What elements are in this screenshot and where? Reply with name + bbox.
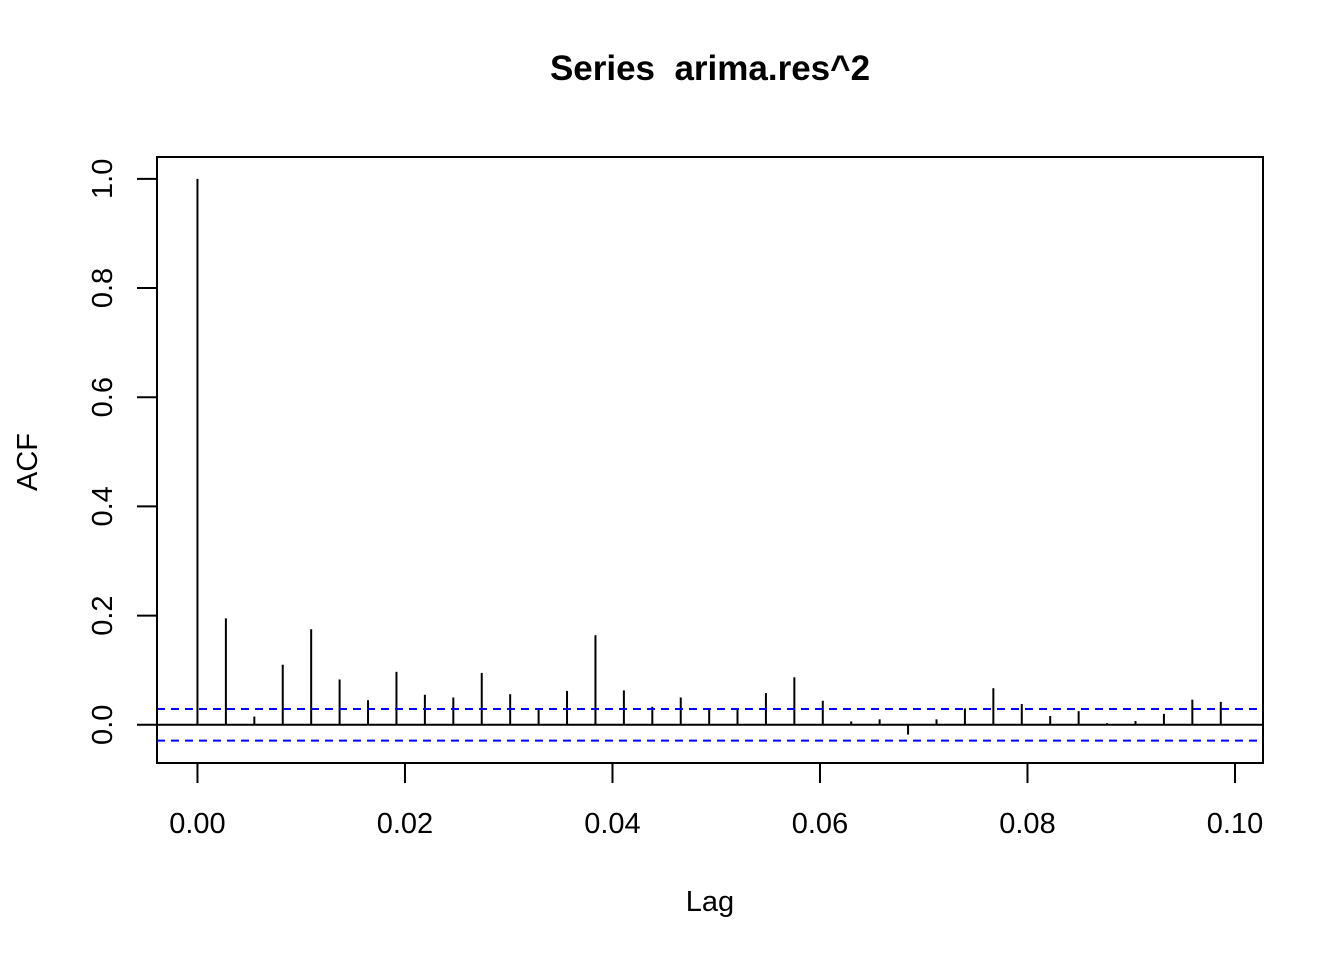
y-tick-label: 1.0 xyxy=(87,159,119,199)
x-axis: 0.00 0.02 0.04 0.06 0.08 0.10 xyxy=(169,762,1263,840)
y-tick-label: 0.6 xyxy=(87,377,119,417)
y-tick-label: 0.8 xyxy=(87,268,119,308)
plot-frame xyxy=(156,156,1264,764)
y-tick-label: 0.4 xyxy=(87,486,119,526)
acf-bars xyxy=(196,178,1222,735)
chart-title: Series arima.res^2 xyxy=(550,49,870,88)
y-tick-label: 0.0 xyxy=(87,705,119,745)
y-tick-label: 0.2 xyxy=(87,595,119,635)
y-axis: 0.0 0.2 0.4 0.6 0.8 1.0 xyxy=(87,159,158,745)
x-tick-label: 0.06 xyxy=(792,808,848,840)
x-tick-label: 0.08 xyxy=(999,808,1055,840)
x-tick-label: 0.04 xyxy=(584,808,640,840)
x-axis-label: Lag xyxy=(686,886,734,918)
x-tick-label: 0.02 xyxy=(377,808,433,840)
x-tick-label: 0.10 xyxy=(1207,808,1263,840)
x-tick-label: 0.00 xyxy=(169,808,225,840)
y-axis-label: ACF xyxy=(12,433,44,491)
